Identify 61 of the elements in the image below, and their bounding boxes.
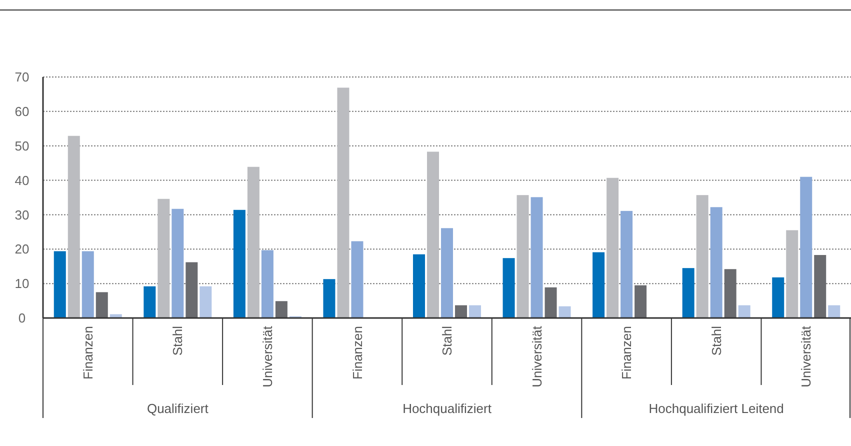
y-tick-label: 0 [18,310,26,326]
bar [172,208,184,318]
bar [441,228,453,318]
bar [606,178,619,318]
bar [413,254,425,318]
bar [233,210,246,318]
y-tick-label: 60 [14,104,30,119]
bar [68,136,80,318]
y-tick-label: 10 [14,276,30,292]
x-tick-label: Stahl [170,326,186,356]
x-tick-label: Universität [529,326,544,388]
bar [144,286,156,318]
y-tick-label: 40 [14,172,30,188]
y-tick-label: 70 [14,70,30,85]
bar [323,279,336,318]
bar [828,305,840,318]
bar [558,306,571,318]
bar [544,287,557,318]
x-tick-label: Finanzen [350,326,365,380]
bar [158,198,170,318]
bar [247,166,260,318]
text: Hochqualifiziert Leitend [648,401,784,416]
bar [800,176,812,318]
bar [516,195,529,318]
bar [427,152,439,318]
bar [620,210,633,318]
bar [96,292,108,318]
bar [82,251,94,318]
bar [592,252,605,318]
x-tick-label: Stahl [440,326,455,356]
bar [261,250,274,318]
bar [186,262,198,318]
bar [110,314,122,318]
x-tick-label: Finanzen [80,326,96,380]
bar [738,305,750,318]
bar [682,268,694,318]
bar [634,285,647,318]
x-tick-label: Finanzen [619,326,634,380]
y-tick-label: 30 [14,207,30,222]
text: Hochqualifiziert [402,401,492,416]
bar [710,207,722,318]
y-tick-label: 50 [14,138,30,154]
bar [786,230,798,318]
y-tick-label: 20 [14,242,30,257]
bar [814,254,826,318]
x-tick-label: Universität [260,326,275,388]
bar [696,195,708,318]
bar [54,251,66,318]
bar [200,286,212,318]
bar [275,301,288,318]
bar [469,305,481,318]
bar [724,269,736,318]
bar [772,277,784,318]
x-tick-label: Stahl [708,326,724,356]
bar [351,241,364,318]
bar [337,88,350,318]
bar [502,258,515,318]
text: Qualifiziert [146,401,209,416]
bar [455,305,467,318]
bar [530,197,543,318]
x-tick-label: Universität [798,326,814,388]
